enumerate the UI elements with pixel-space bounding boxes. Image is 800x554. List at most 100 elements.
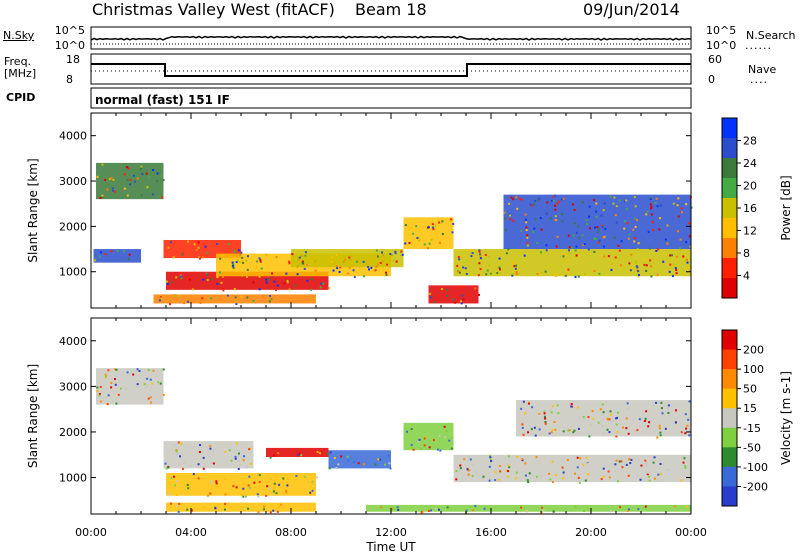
echo-speckle xyxy=(485,273,488,276)
echo-speckle xyxy=(653,477,656,480)
echo-speckle xyxy=(260,267,263,270)
site-title: Christmas Valley West (fitACF) xyxy=(92,0,335,19)
echo-speckle xyxy=(101,196,104,199)
echo-speckle xyxy=(186,508,189,511)
echo-speckle xyxy=(647,471,650,474)
echo-speckle xyxy=(680,479,683,482)
echo-speckle xyxy=(554,274,557,277)
echo-speckle xyxy=(489,456,492,459)
echo-speckle xyxy=(615,459,618,462)
echo-speckle xyxy=(297,453,300,456)
echo-speckle xyxy=(664,427,667,430)
echo-speckle xyxy=(583,510,586,513)
echo-speckle xyxy=(176,504,179,507)
echo-speckle xyxy=(627,432,630,435)
echo-speckle xyxy=(604,227,607,230)
echo-speckle xyxy=(651,221,654,224)
echo-speckle xyxy=(616,411,619,414)
echo-region-8 xyxy=(453,249,691,277)
echo-speckle xyxy=(328,467,331,470)
echo-speckle xyxy=(257,495,260,498)
echo-speckle xyxy=(392,259,395,262)
echo-speckle xyxy=(639,478,642,481)
echo-speckle xyxy=(542,509,545,512)
echo-speckle xyxy=(149,378,152,381)
echo-speckle xyxy=(507,455,510,458)
echo-speckle xyxy=(404,427,407,430)
slant-range-label: Slant Range [km] xyxy=(26,364,40,468)
echo-speckle xyxy=(110,250,113,253)
echo-speckle xyxy=(416,236,419,239)
echo-speckle xyxy=(315,476,318,479)
echo-speckle xyxy=(584,479,587,482)
echo-speckle xyxy=(595,215,598,218)
echo-speckle xyxy=(668,270,671,273)
echo-speckle xyxy=(479,268,482,271)
colorbar-swatch xyxy=(722,278,737,299)
echo-speckle xyxy=(688,235,691,238)
echo-speckle xyxy=(633,196,636,199)
echo-speckle xyxy=(434,225,437,228)
echo-speckle xyxy=(115,368,118,371)
colorbar-tick-label: -50 xyxy=(743,441,761,454)
echo-speckle xyxy=(527,481,530,484)
echo-speckle xyxy=(556,235,559,238)
echo-speckle xyxy=(597,421,600,424)
echo-speckle xyxy=(505,469,508,472)
echo-speckle xyxy=(465,273,468,276)
echo-speckle xyxy=(690,206,693,209)
echo-speckle xyxy=(265,253,268,256)
echo-speckle xyxy=(406,430,409,433)
echo-speckle xyxy=(552,199,555,202)
echo-speckle xyxy=(482,475,485,478)
echo-speckle xyxy=(445,294,448,297)
echo-speckle xyxy=(644,417,647,420)
echo-speckle xyxy=(389,467,392,470)
echo-speckle xyxy=(295,474,298,477)
echo-speckle xyxy=(169,502,172,505)
echo-speckle xyxy=(603,202,606,205)
echo-speckle xyxy=(380,506,383,509)
y-tick-label: 1000 xyxy=(59,266,87,279)
echo-speckle xyxy=(515,264,518,267)
echo-speckle xyxy=(489,272,492,275)
echo-speckle xyxy=(159,296,162,299)
echo-speckle xyxy=(567,429,570,432)
echo-speckle xyxy=(527,431,530,434)
echo-speckle xyxy=(233,287,236,290)
echo-speckle xyxy=(644,505,647,508)
echo-speckle xyxy=(239,253,242,256)
echo-speckle xyxy=(508,213,511,216)
echo-speckle xyxy=(104,373,107,376)
echo-speckle xyxy=(123,250,126,253)
echo-speckle xyxy=(210,278,213,281)
echo-speckle xyxy=(600,214,603,217)
echo-speckle xyxy=(551,405,554,408)
colorbar-title: Velocity [m s-1] xyxy=(779,371,793,465)
echo-speckle xyxy=(216,282,219,285)
echo-speckle xyxy=(589,227,592,230)
colorbar-tick-label: 4 xyxy=(743,270,750,283)
echo-speckle xyxy=(613,196,616,199)
echo-speckle xyxy=(445,430,448,433)
echo-speckle xyxy=(646,473,649,476)
echo-speckle xyxy=(650,275,653,278)
echo-speckle xyxy=(647,425,650,428)
echo-speckle xyxy=(245,466,248,469)
echo-speckle xyxy=(237,460,240,463)
echo-speckle xyxy=(237,467,240,470)
echo-speckle xyxy=(438,434,441,437)
echo-speckle xyxy=(524,218,527,221)
colorbar-swatch xyxy=(722,218,737,239)
echo-speckle xyxy=(600,478,603,481)
echo-speckle xyxy=(441,220,444,223)
echo-speckle xyxy=(188,464,191,467)
echo-speckle xyxy=(548,432,551,435)
echo-speckle xyxy=(528,472,531,475)
echo-speckle xyxy=(255,266,258,269)
echo-speckle xyxy=(466,468,469,471)
echo-speckle xyxy=(258,269,261,272)
echo-speckle xyxy=(452,298,455,301)
echo-speckle xyxy=(572,431,575,434)
echo-speckle xyxy=(427,226,430,229)
